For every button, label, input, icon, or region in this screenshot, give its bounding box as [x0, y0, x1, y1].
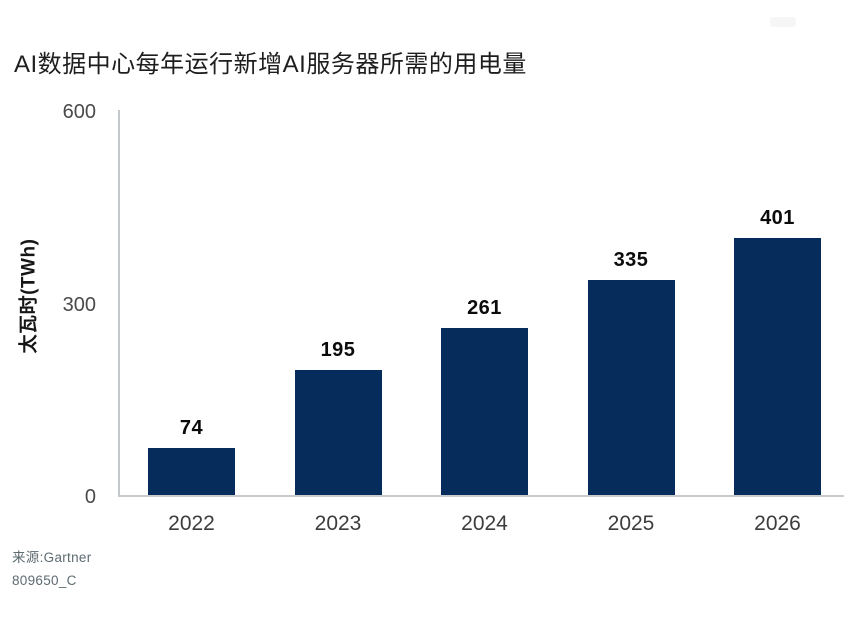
bar-value-label: 74	[179, 417, 204, 439]
y-tick-label: 0	[84, 486, 96, 508]
x-tick-label: 2024	[461, 512, 508, 535]
bar-2023	[294, 370, 382, 495]
y-axis-line	[118, 110, 120, 497]
y-tick-label: 300	[62, 293, 96, 316]
source-line: 来源:Gartner	[12, 550, 92, 565]
x-tick-label: 2022	[168, 512, 215, 535]
x-tick-label: 2023	[314, 512, 362, 535]
bar-2026	[734, 238, 821, 495]
bar-value-label: 195	[320, 339, 356, 361]
x-axis-line	[118, 495, 844, 497]
bar-value-label: 261	[467, 297, 502, 319]
doc-id: 809650_C	[12, 573, 77, 588]
x-tick-label: 2025	[607, 512, 655, 535]
bar-2025	[587, 280, 675, 495]
x-tick-label: 2026	[754, 512, 801, 535]
bar-2024	[441, 328, 528, 495]
bar-value-label: 335	[613, 249, 649, 271]
bar-2022	[148, 448, 235, 495]
y-tick-label: 600	[62, 101, 96, 123]
source-note: 来源:Gartner 809650_C	[12, 546, 92, 592]
chart-title: AI数据中心每年运行新增AI服务器所需的用电量	[14, 51, 527, 78]
bar-value-label: 401	[760, 207, 795, 229]
plot-area: 74 2022 195 2023 261 2024 335 2025 401 2026 0 300 60…	[63, 101, 844, 535]
watermark-remnant	[770, 17, 796, 27]
